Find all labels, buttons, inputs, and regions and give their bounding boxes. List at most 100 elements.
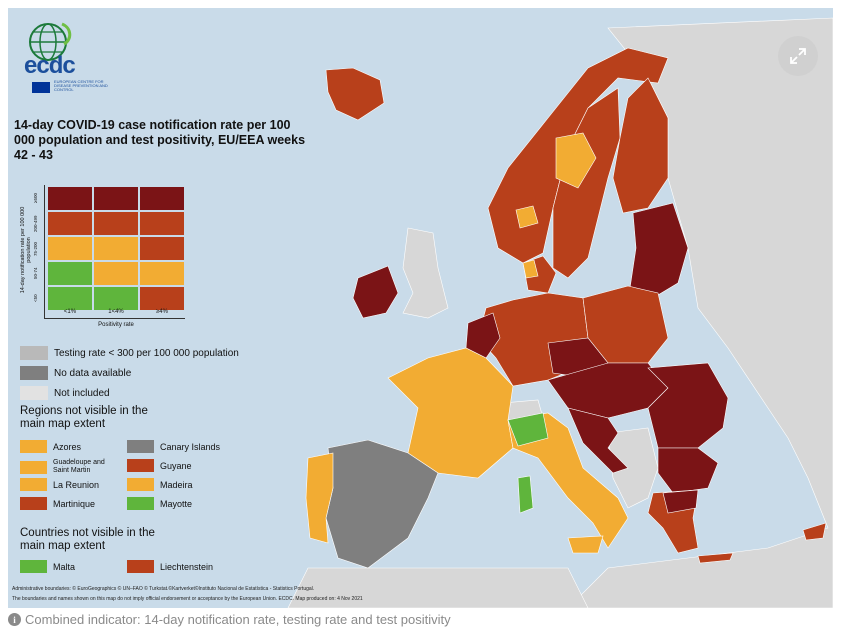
matrix-cell (48, 262, 92, 285)
region-label: Madeira (160, 479, 193, 490)
region-legend-item: Guadeloupe and Saint Martin (20, 459, 115, 475)
matrix-y-label: 14-day notification rate per 100 000 pop… (20, 206, 32, 294)
region-baltics (629, 202, 689, 299)
region-sweden-orange (555, 132, 597, 189)
region-legend-item: Madeira (127, 478, 193, 491)
region-label: La Reunion (53, 479, 100, 490)
region-greece-north (662, 489, 699, 514)
region-legend-item: Mayotte (127, 497, 192, 510)
region-label: Azores (53, 441, 82, 452)
region-legend-item: Azores (20, 440, 81, 453)
region-italy (507, 412, 629, 549)
region-denmark-orange (522, 259, 539, 279)
non-eu-balkans (607, 427, 659, 509)
country-label: Malta (53, 561, 76, 572)
matrix-x-label: Positivity rate (98, 322, 134, 328)
legend-testing-rate: Testing rate < 300 per 100 000 populatio… (20, 345, 239, 361)
region-ireland (352, 265, 399, 319)
region-bulgaria (657, 447, 719, 494)
region-finland (612, 77, 669, 214)
matrix-row-label: 50-74 (33, 267, 38, 280)
region-benelux (465, 312, 501, 359)
legend-no-data: No data available (20, 365, 131, 381)
legend-swatch (127, 497, 154, 510)
matrix-cell (94, 287, 138, 310)
legend-swatch (20, 460, 47, 474)
matrix-col-label: <1% (63, 309, 77, 315)
footer-line-1: Administrative boundaries: © EuroGeograp… (12, 586, 315, 592)
legend-matrix (48, 187, 184, 310)
matrix-cell (140, 237, 184, 260)
region-legend-item: Guyane (127, 459, 192, 472)
matrix-row-label: <50 (33, 294, 38, 303)
countries-heading: Countries not visible in the main map ex… (20, 527, 155, 552)
region-sicily (567, 535, 604, 554)
matrix-row-label: ≥500 (33, 193, 38, 204)
legend-label: Testing rate < 300 per 100 000 populatio… (54, 347, 239, 359)
matrix-cell (48, 287, 92, 310)
matrix-col-label: ≥4% (156, 309, 168, 315)
expand-button[interactable] (778, 36, 818, 76)
matrix-y-axis (44, 185, 45, 319)
map-title: 14-day COVID-19 case notification rate p… (14, 118, 306, 162)
matrix-cell (140, 262, 184, 285)
non-eu-nafrica (287, 567, 589, 608)
matrix-cell (48, 212, 92, 235)
matrix-cell (94, 237, 138, 260)
legend-swatch (127, 478, 154, 491)
legend-swatch (127, 459, 154, 472)
matrix-cell (94, 262, 138, 285)
region-croatia (567, 407, 629, 474)
legend-swatch (20, 346, 48, 360)
matrix-cell (94, 212, 138, 235)
caption-text: Combined indicator: 14-day notification … (25, 612, 451, 627)
caption: i Combined indicator: 14-day notificatio… (8, 612, 451, 627)
info-icon: i (8, 613, 21, 626)
region-portugal (305, 452, 334, 544)
matrix-cell (140, 212, 184, 235)
logo-subtitle: European Centre for Disease Prevention a… (54, 79, 108, 92)
matrix-cell (140, 187, 184, 210)
region-sardinia (517, 475, 534, 514)
region-label: Guadeloupe and Saint Martin (53, 459, 105, 474)
legend-label: No data available (54, 367, 132, 379)
matrix-cell (48, 237, 92, 260)
legend-swatch (20, 560, 47, 573)
region-label: Canary Islands (160, 441, 221, 452)
legend-swatch (20, 386, 48, 400)
region-romania (647, 362, 729, 449)
matrix-cell (140, 287, 184, 310)
expand-icon (790, 48, 806, 64)
country-legend-item: Malta (20, 560, 75, 573)
matrix-x-axis (45, 318, 185, 319)
country-label: Liechtenstein (160, 561, 214, 572)
region-crete (697, 552, 734, 564)
region-sweden (552, 87, 621, 279)
country-legend-item: Liechtenstein (127, 560, 213, 573)
regions-heading: Regions not visible in the main map exte… (20, 405, 148, 430)
legend-label: Not included (54, 387, 110, 399)
footer-line-2: The boundaries and names shown on this m… (12, 596, 363, 602)
region-legend-item: Canary Islands (127, 440, 220, 453)
matrix-cell (94, 187, 138, 210)
legend-swatch (20, 366, 48, 380)
legend-swatch (20, 440, 47, 453)
matrix-cell (48, 187, 92, 210)
region-label: Mayotte (160, 498, 193, 509)
region-label: Martinique (53, 498, 96, 509)
legend-not-included: Not included (20, 385, 110, 401)
logo-text: ecdc (24, 52, 76, 79)
non-eu-uk (402, 227, 449, 319)
matrix-row-label: 200-499 (33, 215, 38, 232)
legend-swatch (127, 560, 154, 573)
legend-swatch (20, 497, 47, 510)
eu-flag-icon (32, 82, 50, 93)
ecdc-logo (14, 18, 104, 98)
region-label: Guyane (160, 460, 192, 471)
matrix-col-label: 1<4% (108, 309, 124, 315)
region-legend-item: Martinique (20, 497, 95, 510)
region-norway-orange (515, 205, 539, 229)
legend-swatch (20, 478, 47, 491)
region-cyprus (802, 522, 827, 541)
globe-icon (29, 22, 72, 61)
